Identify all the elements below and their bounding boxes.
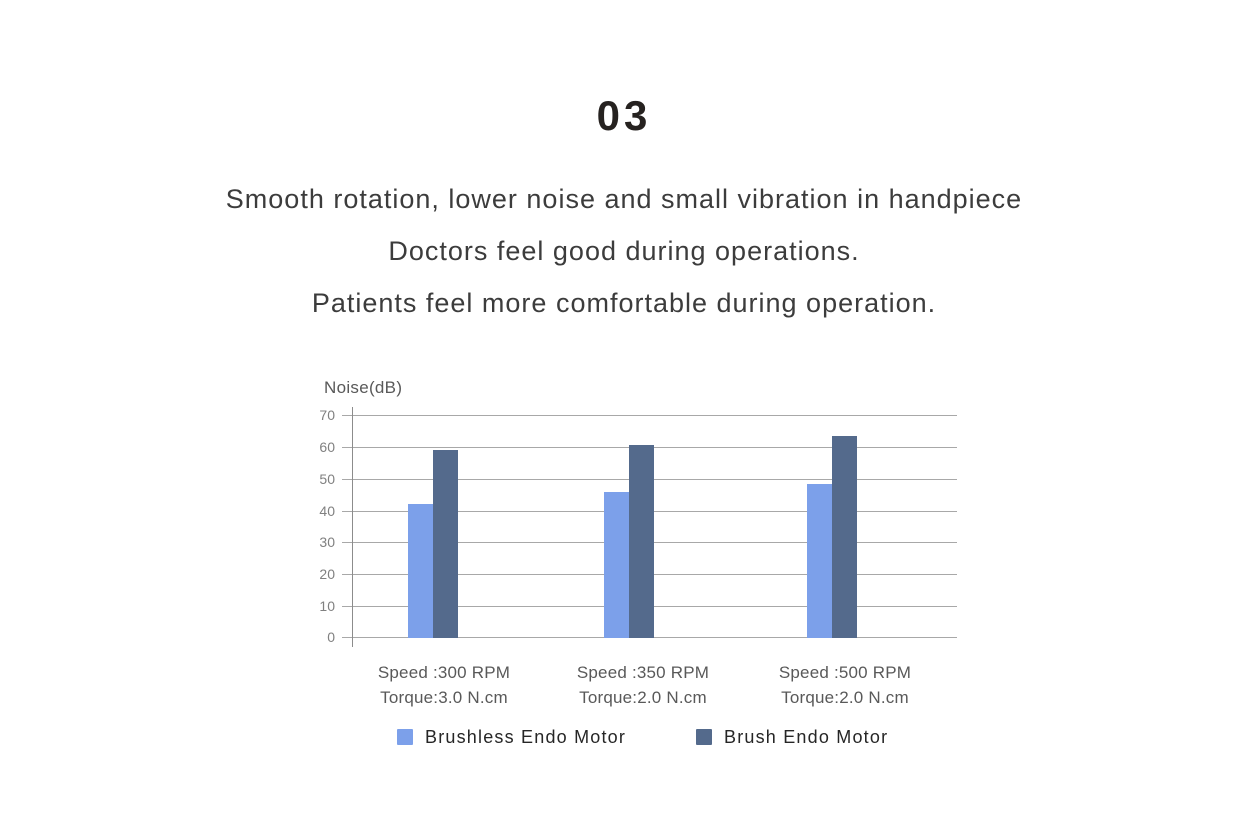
intro-line-1: Smooth rotation, lower noise and small v…: [225, 184, 1023, 214]
y-tick-60: 60: [319, 439, 335, 455]
bar-brushless-500rpm: [807, 483, 832, 638]
intro-line-2: Doctors feel good during operations.: [388, 236, 860, 266]
y-tick-20: 20: [319, 566, 335, 582]
gridline-70: [342, 415, 957, 416]
y-tick-0: 0: [327, 629, 335, 645]
legend-item-brushless: Brushless Endo Motor: [397, 727, 626, 747]
x-label-group-2-speed: Speed :350 RPM: [576, 663, 710, 682]
x-label-group-3-torque: Torque:2.0 N.cm: [781, 688, 909, 707]
y-tick-40: 40: [319, 503, 335, 519]
bar-chart-plot-area: 70 60 50 40 30 20 10 0 Speed :300 RPM To…: [319, 407, 957, 707]
intro-line-3: Patients feel more comfortable during op…: [311, 288, 937, 318]
x-label-group-2: Speed :350 RPM Torque:2.0 N.cm: [533, 660, 753, 710]
x-label-group-1-speed: Speed :300 RPM: [377, 663, 511, 682]
bar-brush-500rpm: [832, 435, 857, 638]
legend-label-brush: Brush Endo Motor: [724, 726, 889, 747]
bar-brushless-350rpm: [604, 491, 629, 638]
legend-item-brush: Brush Endo Motor: [696, 727, 888, 747]
y-tick-50: 50: [319, 471, 335, 487]
y-axis-line: [352, 407, 353, 647]
bar-brush-300rpm: [433, 450, 458, 638]
y-tick-70: 70: [319, 407, 335, 423]
legend-swatch-brushless: [397, 729, 413, 745]
legend-swatch-brush: [696, 729, 712, 745]
y-tick-30: 30: [319, 534, 335, 550]
intro-text: Smooth rotation, lower noise and small v…: [0, 173, 1248, 329]
x-label-group-1-torque: Torque:3.0 N.cm: [380, 688, 508, 707]
x-label-group-1: Speed :300 RPM Torque:3.0 N.cm: [334, 660, 554, 710]
legend-label-brushless: Brushless Endo Motor: [425, 726, 627, 747]
y-axis-title: Noise(dB): [324, 378, 403, 397]
bar-brushless-300rpm: [408, 504, 433, 638]
y-tick-10: 10: [319, 598, 335, 614]
x-label-group-2-torque: Torque:2.0 N.cm: [579, 688, 707, 707]
x-label-group-3: Speed :500 RPM Torque:2.0 N.cm: [735, 660, 955, 710]
bar-brush-350rpm: [629, 445, 654, 638]
section-number: 03: [596, 92, 652, 139]
x-label-group-3-speed: Speed :500 RPM: [778, 663, 912, 682]
